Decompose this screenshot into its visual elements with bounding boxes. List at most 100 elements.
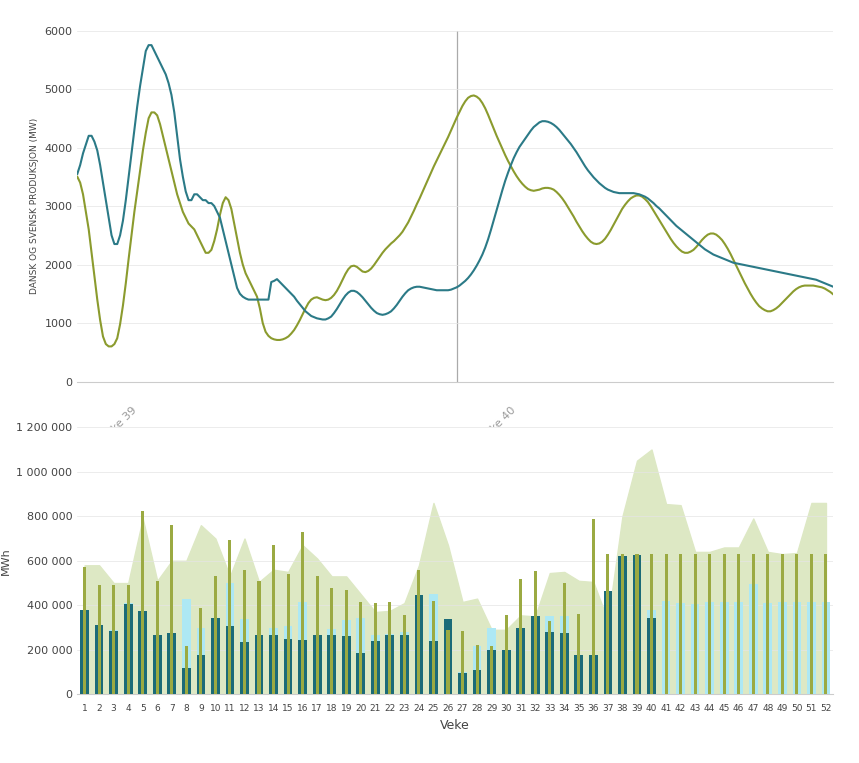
Bar	[650, 554, 653, 694]
Bar	[302, 532, 304, 694]
Bar	[764, 603, 772, 694]
Bar	[153, 636, 161, 694]
Bar	[124, 604, 132, 694]
Bar	[168, 633, 176, 694]
Bar	[241, 642, 249, 694]
Bar	[734, 602, 743, 694]
Bar	[211, 619, 220, 694]
Bar	[430, 641, 438, 694]
Bar	[621, 554, 624, 694]
Bar	[519, 578, 522, 694]
Bar	[618, 656, 627, 694]
Bar	[138, 612, 147, 694]
Bar	[80, 610, 89, 694]
Bar	[182, 599, 191, 694]
Bar	[126, 585, 130, 694]
Bar	[211, 617, 220, 694]
Bar	[141, 510, 144, 694]
Bar	[825, 554, 827, 694]
Bar	[458, 673, 467, 694]
Bar	[98, 585, 101, 694]
Bar	[693, 554, 697, 694]
Bar	[737, 554, 740, 694]
Bar	[720, 602, 728, 694]
Bar	[691, 604, 699, 694]
Bar	[560, 633, 569, 694]
Bar	[589, 655, 598, 694]
Bar	[168, 634, 176, 694]
Bar	[604, 655, 612, 694]
Bar	[807, 602, 816, 694]
Bar	[472, 670, 481, 694]
Bar	[632, 555, 642, 694]
Bar	[342, 620, 350, 694]
Bar	[708, 554, 711, 694]
Bar	[545, 617, 554, 694]
Bar	[461, 631, 464, 694]
Bar	[476, 645, 478, 694]
Bar	[226, 626, 235, 694]
Bar	[563, 583, 566, 694]
Bar	[283, 626, 292, 694]
Bar	[793, 602, 801, 694]
Bar	[330, 588, 333, 694]
Bar	[313, 655, 321, 694]
Bar	[545, 632, 554, 694]
Bar	[153, 636, 161, 694]
Y-axis label: DANSK OG SVENSK PRODUKSJON (MW): DANSK OG SVENSK PRODUKSJON (MW)	[30, 118, 39, 294]
Legend: Sverige, Danmark: Sverige, Danmark	[341, 430, 570, 453]
Bar	[577, 614, 581, 694]
Bar	[821, 602, 831, 694]
Bar	[403, 615, 406, 694]
Bar	[243, 570, 246, 694]
Bar	[241, 619, 249, 694]
Bar	[604, 591, 612, 694]
Bar	[502, 650, 510, 694]
Bar	[705, 602, 714, 694]
Bar	[647, 610, 656, 694]
Bar	[487, 627, 496, 694]
Bar	[722, 554, 726, 694]
Bar	[254, 636, 264, 694]
Bar	[810, 554, 813, 694]
Bar	[197, 627, 205, 694]
Bar	[170, 525, 174, 694]
Bar	[487, 650, 496, 694]
Bar	[432, 601, 435, 694]
Bar	[269, 627, 278, 694]
Bar	[665, 554, 667, 694]
Bar	[458, 672, 467, 694]
Legend: SVE_2017, DK_2017, SVE_2018, DK_2018: SVE_2017, DK_2017, SVE_2018, DK_2018	[259, 759, 652, 763]
Bar	[516, 627, 525, 694]
Bar	[113, 585, 115, 694]
Bar	[618, 556, 627, 694]
Bar	[400, 636, 409, 694]
Bar	[676, 603, 685, 694]
Text: Veke 40: Veke 40	[479, 405, 518, 443]
Bar	[502, 655, 510, 694]
Bar	[182, 668, 191, 694]
Bar	[647, 617, 656, 694]
Bar	[371, 636, 380, 694]
Bar	[315, 576, 319, 694]
Bar	[80, 611, 89, 694]
Bar	[359, 602, 362, 694]
Bar	[778, 602, 787, 694]
Bar	[269, 636, 278, 694]
Bar	[185, 646, 188, 694]
Bar	[766, 554, 770, 694]
Text: Veke 39: Veke 39	[100, 405, 138, 443]
Bar	[254, 644, 264, 694]
Bar	[298, 602, 307, 694]
Bar	[400, 632, 409, 694]
Bar	[226, 583, 235, 694]
Bar	[592, 519, 595, 694]
Bar	[516, 650, 525, 694]
Bar	[94, 626, 103, 694]
Bar	[287, 575, 289, 694]
Bar	[472, 646, 481, 694]
Bar	[679, 554, 682, 694]
Bar	[636, 554, 638, 694]
Bar	[155, 581, 159, 694]
Bar	[94, 627, 103, 694]
